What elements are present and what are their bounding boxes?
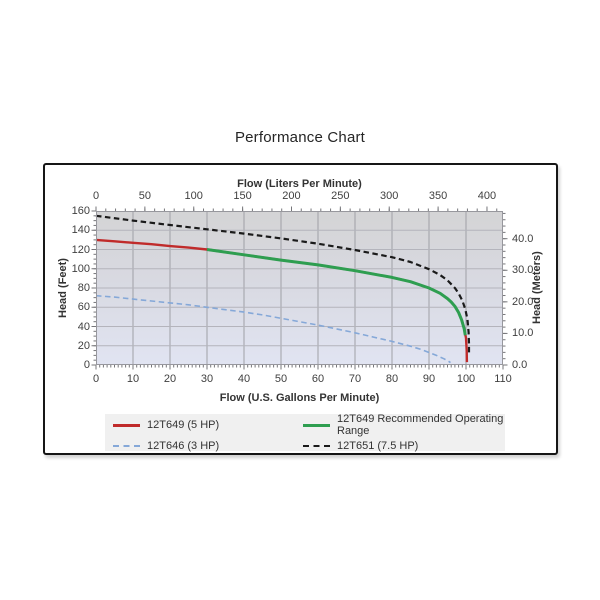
tick-label: 0 xyxy=(92,373,100,385)
tick-label: 300 xyxy=(380,190,399,202)
tick-label: 150 xyxy=(233,190,252,202)
tick-label: 200 xyxy=(282,190,301,202)
tick-label: 20.0 xyxy=(512,295,534,308)
tick-label: 0 xyxy=(92,190,100,202)
legend-item: 12T649 Recommended Operating Range xyxy=(303,413,505,437)
tick-label: 20 xyxy=(163,373,177,385)
tick-label: 80 xyxy=(385,373,399,385)
tick-label: 60 xyxy=(311,373,325,385)
axis-ticks xyxy=(91,206,508,370)
tick-label: 40 xyxy=(77,320,90,333)
gridlines xyxy=(96,211,503,365)
tick-label: 400 xyxy=(477,190,497,202)
tick-label: 250 xyxy=(331,190,350,202)
tick-label: 90 xyxy=(422,373,436,385)
legend-swatch-dashed-line xyxy=(113,445,140,447)
tick-label: 30.0 xyxy=(512,264,534,277)
chart-box: Flow (Liters Per Minute) Head (Feet) Hea… xyxy=(43,163,558,455)
tick-label: 30 xyxy=(200,373,214,385)
tick-label: 20 xyxy=(77,339,90,352)
curve-12t651-7-5-hp xyxy=(95,214,471,353)
tick-label: 100 xyxy=(184,190,203,202)
tick-label: 120 xyxy=(71,243,90,256)
tick-label: 60 xyxy=(77,301,90,314)
tick-label: 70 xyxy=(348,373,362,385)
performance-plot xyxy=(91,206,508,370)
tick-label: 0 xyxy=(83,359,90,371)
legend-swatch-dashed-line xyxy=(303,445,330,447)
tick-label: 50 xyxy=(138,190,151,202)
tick-label: 0.0 xyxy=(512,359,528,371)
curve-12t649-recommended-operating-range xyxy=(206,248,467,336)
legend-swatch-solid-line xyxy=(303,423,330,427)
legend-item: 12T646 (3 HP) xyxy=(113,440,303,452)
legend-item: 12T651 (7.5 HP) xyxy=(303,440,505,452)
legend-label: 12T649 Recommended Operating Range xyxy=(337,413,504,437)
legend-label: 12T651 (7.5 HP) xyxy=(337,440,419,452)
legend-swatch-solid-line xyxy=(113,423,140,427)
tick-label: 100 xyxy=(456,373,476,385)
tick-label: 10 xyxy=(126,373,140,385)
tick-label: 110 xyxy=(494,373,512,385)
tick-label: 40 xyxy=(237,373,251,385)
tick-label: 140 xyxy=(71,224,90,237)
legend-label: 12T646 (3 HP) xyxy=(147,440,220,452)
tick-label: 40.0 xyxy=(512,232,534,245)
legend-label: 12T649 (5 HP) xyxy=(147,419,220,431)
top-axis-title: Flow (Liters Per Minute) xyxy=(237,178,362,190)
tick-label: 100 xyxy=(71,262,90,275)
plot-area: 0 50 100 150 200 250 300 350 400 0 10 20 30 40 50 60 70… xyxy=(72,191,534,385)
legend-item: 12T649 (5 HP) xyxy=(113,413,303,437)
tick-label: 50 xyxy=(274,373,288,385)
chart-title: Performance Chart xyxy=(234,129,366,146)
tick-label: 160 xyxy=(71,205,90,217)
tick-label: 80 xyxy=(77,282,90,294)
legend: 12T649 (5 HP) 12T649 Recommended Operatin… xyxy=(105,413,505,452)
tick-label: 10.0 xyxy=(512,327,534,340)
tick-label: 350 xyxy=(428,190,448,202)
bottom-axis-title: Flow (U.S. Gallons Per Minute) xyxy=(219,392,380,404)
